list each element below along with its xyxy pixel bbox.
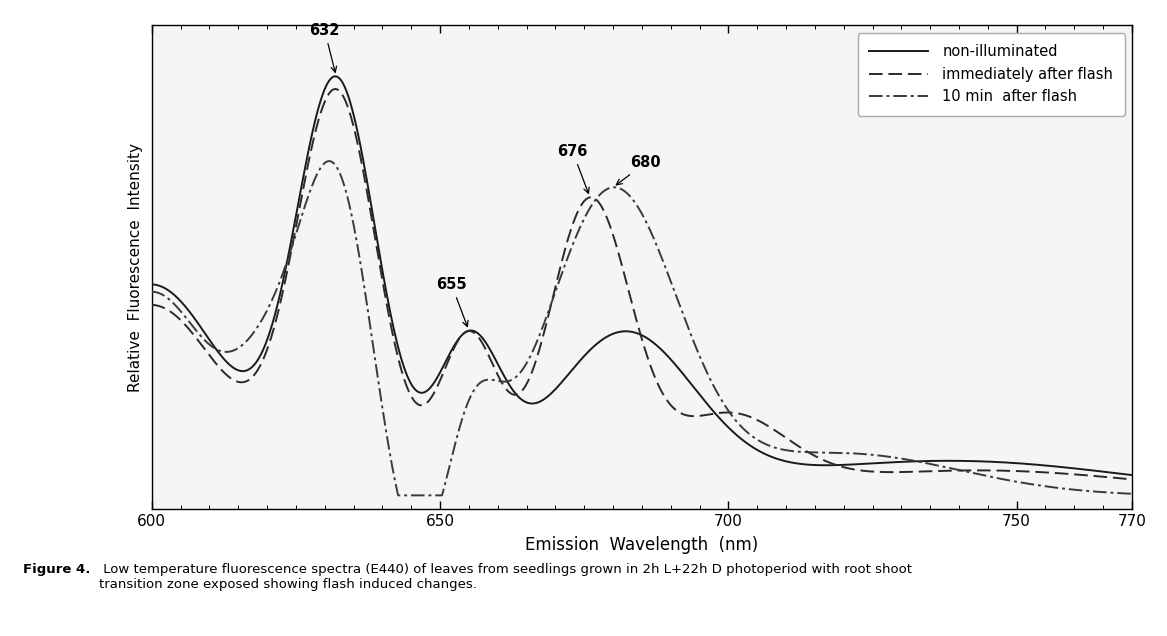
Legend: non-illuminated, immediately after flash, 10 min  after flash: non-illuminated, immediately after flash… [858, 32, 1125, 116]
Y-axis label: Relative  Fluorescence  Intensity: Relative Fluorescence Intensity [128, 142, 144, 392]
Text: 676: 676 [558, 144, 589, 193]
X-axis label: Emission  Wavelength  (nm): Emission Wavelength (nm) [525, 536, 759, 553]
Text: Figure 4.: Figure 4. [23, 563, 91, 576]
Text: Low temperature fluorescence spectra (E440) of leaves from seedlings grown in 2h: Low temperature fluorescence spectra (E4… [99, 563, 913, 591]
Text: 632: 632 [309, 23, 340, 73]
Text: 680: 680 [616, 155, 661, 185]
Text: 655: 655 [436, 277, 468, 326]
